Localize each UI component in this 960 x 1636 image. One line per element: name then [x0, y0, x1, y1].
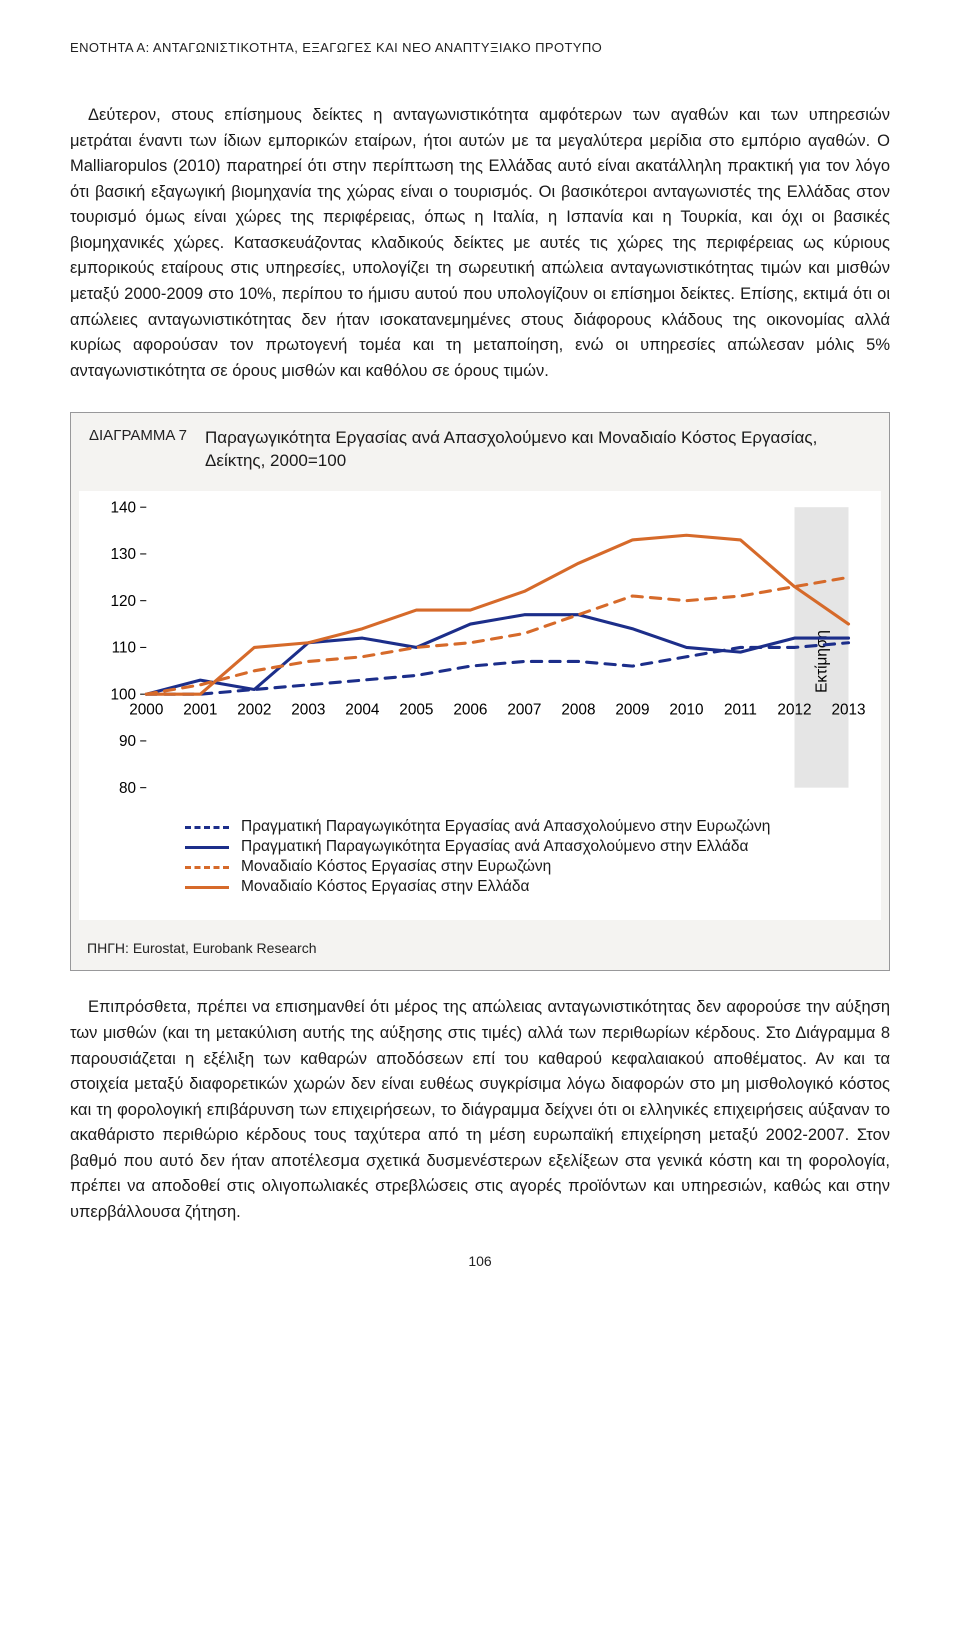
body-paragraph-1: Δεύτερον, στους επίσημους δείκτες η αντα… [70, 103, 890, 384]
paragraph-text: Δεύτερον, στους επίσημους δείκτες η αντα… [70, 103, 890, 384]
legend-label: Μοναδιαίο Κόστος Εργασίας στην Ελλάδα [241, 878, 529, 896]
svg-text:90: 90 [119, 733, 136, 750]
svg-text:2006: 2006 [453, 702, 487, 719]
page-number: 106 [70, 1253, 890, 1269]
legend-swatch [185, 846, 229, 849]
legend-item-ulc-ez: Μοναδιαίο Κόστος Εργασίας στην Ευρωζώνη [185, 858, 857, 876]
legend-item-prod-gr: Πραγματική Παραγωγικότητα Εργασίας ανά Α… [185, 838, 857, 856]
legend-item-prod-ez: Πραγματική Παραγωγικότητα Εργασίας ανά Α… [185, 818, 857, 836]
figure-header: ΔΙΑΓΡΑΜΜΑ 7 Παραγωγικότητα Εργασίας ανά … [71, 413, 889, 483]
svg-text:2009: 2009 [615, 702, 649, 719]
chart-area: Εκτίμηση80901001101201301402000200120022… [79, 491, 881, 920]
svg-text:2004: 2004 [345, 702, 380, 719]
chart-legend: Πραγματική Παραγωγικότητα Εργασίας ανά Α… [91, 818, 869, 912]
svg-text:2005: 2005 [399, 702, 433, 719]
svg-text:2013: 2013 [831, 702, 865, 719]
svg-text:2007: 2007 [507, 702, 541, 719]
svg-text:130: 130 [110, 546, 136, 563]
svg-text:2003: 2003 [291, 702, 325, 719]
svg-text:2008: 2008 [561, 702, 595, 719]
svg-text:110: 110 [112, 640, 136, 657]
figure-7: ΔΙΑΓΡΑΜΜΑ 7 Παραγωγικότητα Εργασίας ανά … [70, 412, 890, 971]
paragraph-text: Επιπρόσθετα, πρέπει να επισημανθεί ότι μ… [70, 995, 890, 1225]
legend-label: Πραγματική Παραγωγικότητα Εργασίας ανά Α… [241, 818, 770, 836]
legend-item-ulc-gr: Μοναδιαίο Κόστος Εργασίας στην Ελλάδα [185, 878, 857, 896]
legend-swatch [185, 886, 229, 889]
svg-text:2012: 2012 [777, 702, 811, 719]
svg-text:2002: 2002 [237, 702, 271, 719]
page: ΕΝΟΤΗΤΑ Α: ΑΝΤΑΓΩΝΙΣΤΙΚΟΤΗΤΑ, ΕΞΑΓΩΓΕΣ Κ… [0, 0, 960, 1636]
section-header: ΕΝΟΤΗΤΑ Α: ΑΝΤΑΓΩΝΙΣΤΙΚΟΤΗΤΑ, ΕΞΑΓΩΓΕΣ Κ… [70, 40, 890, 55]
svg-text:80: 80 [119, 780, 136, 797]
svg-text:2001: 2001 [183, 702, 217, 719]
svg-text:2010: 2010 [669, 702, 703, 719]
svg-text:2000: 2000 [129, 702, 163, 719]
figure-title: Παραγωγικότητα Εργασίας ανά Απασχολούμεν… [205, 427, 871, 473]
line-chart: Εκτίμηση80901001101201301402000200120022… [91, 499, 869, 816]
legend-swatch [185, 826, 229, 829]
svg-text:140: 140 [110, 499, 136, 516]
body-paragraph-2: Επιπρόσθετα, πρέπει να επισημανθεί ότι μ… [70, 995, 890, 1225]
legend-swatch [185, 866, 229, 869]
figure-label: ΔΙΑΓΡΑΜΜΑ 7 [89, 427, 187, 473]
figure-source: ΠΗΓΗ: Eurostat, Eurobank Research [71, 928, 889, 970]
svg-text:120: 120 [110, 593, 136, 610]
svg-text:2011: 2011 [724, 702, 757, 719]
legend-label: Πραγματική Παραγωγικότητα Εργασίας ανά Α… [241, 838, 748, 856]
legend-label: Μοναδιαίο Κόστος Εργασίας στην Ευρωζώνη [241, 858, 551, 876]
